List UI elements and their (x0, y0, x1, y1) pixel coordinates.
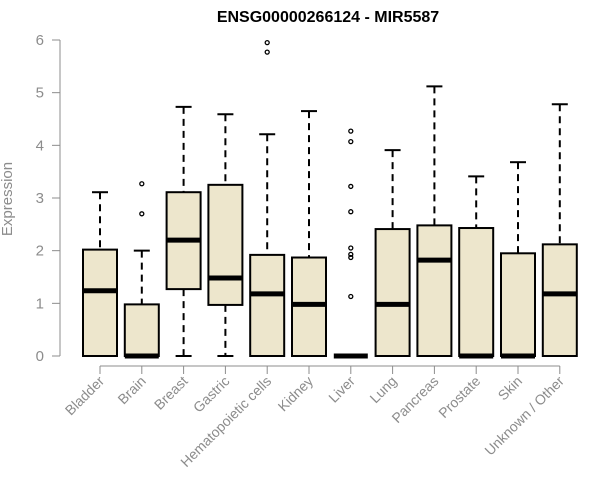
y-tick-label: 1 (36, 295, 44, 312)
outlier-point (139, 211, 145, 217)
x-tick-label: Breast (151, 373, 191, 413)
y-axis: 0 1 2 3 4 5 6 (36, 32, 61, 365)
box (458, 227, 495, 358)
x-tick-label: Prostate (435, 373, 483, 421)
box-group (165, 105, 202, 357)
x-tick-label: Lung (366, 373, 399, 406)
outlier-point (348, 138, 354, 145)
outlier-point (264, 49, 270, 55)
y-tick-label: 0 (36, 348, 44, 365)
x-tick-label: Brain (114, 373, 148, 407)
x-tick-label: Bladder (62, 373, 108, 419)
outlier-point (348, 254, 354, 261)
chart-title: ENSG00000266124 - MIR5587 (217, 9, 439, 26)
outlier-point (348, 183, 354, 190)
y-tick-label: 4 (36, 137, 44, 154)
box-group (458, 175, 495, 359)
box (249, 253, 286, 358)
box (541, 243, 578, 357)
y-axis-label: Expression (0, 162, 16, 236)
outlier-point (348, 245, 354, 251)
plot-area: 0 1 2 3 4 5 6 Bladder Brain Breast GastricHematopo… (36, 32, 578, 470)
box-group (123, 181, 160, 359)
x-tick-label: Kidney (275, 373, 317, 415)
box-group (374, 149, 411, 357)
box-group (416, 85, 453, 357)
y-tick-label: 5 (36, 85, 44, 102)
x-tick-label: Liver (325, 373, 358, 406)
y-tick-label: 3 (36, 190, 44, 207)
outlier-point (139, 181, 145, 187)
outlier-point (348, 293, 354, 300)
box-group (333, 128, 368, 359)
outlier-point (264, 39, 270, 46)
y-tick-label: 2 (36, 243, 44, 260)
outlier-point (348, 128, 354, 134)
outlier-point (348, 209, 354, 215)
box-group (82, 191, 118, 357)
box (500, 252, 536, 357)
box-group (291, 110, 327, 357)
box (374, 228, 411, 357)
box (207, 183, 244, 306)
box (123, 303, 160, 357)
box (416, 224, 453, 357)
box-group (249, 39, 286, 358)
outlier-point (348, 251, 354, 258)
box-group (541, 103, 578, 357)
box (82, 248, 118, 357)
y-tick-label: 6 (36, 32, 44, 49)
box-group (207, 113, 244, 357)
x-tick-label: Skin (495, 373, 526, 404)
x-tick-label: Unknown / Other (481, 373, 567, 459)
box-group (500, 161, 536, 359)
